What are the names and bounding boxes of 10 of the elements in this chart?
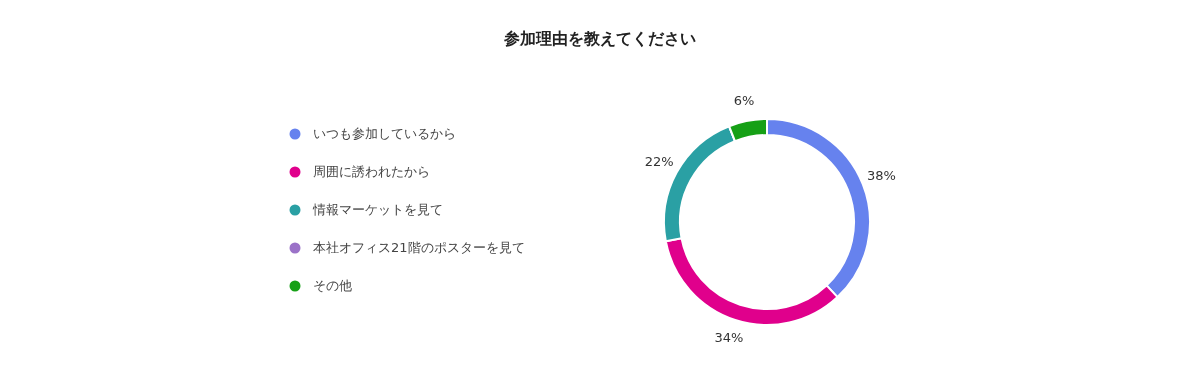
chart-title: 参加理由を教えてください — [503, 29, 696, 48]
data-label: 38% — [866, 168, 896, 184]
data-label: 22% — [644, 154, 674, 170]
data-label: 34% — [714, 330, 744, 346]
legend-label: いつも参加しているから — [313, 125, 456, 141]
data-label: 6% — [733, 92, 755, 108]
legend-label: 情報マーケットを見て — [312, 201, 443, 217]
legend-label: 本社オフィス21階のポスターを見て — [313, 239, 525, 255]
legend-label: その他 — [313, 277, 352, 293]
legend-label: 周囲に誘われたから — [313, 163, 430, 179]
